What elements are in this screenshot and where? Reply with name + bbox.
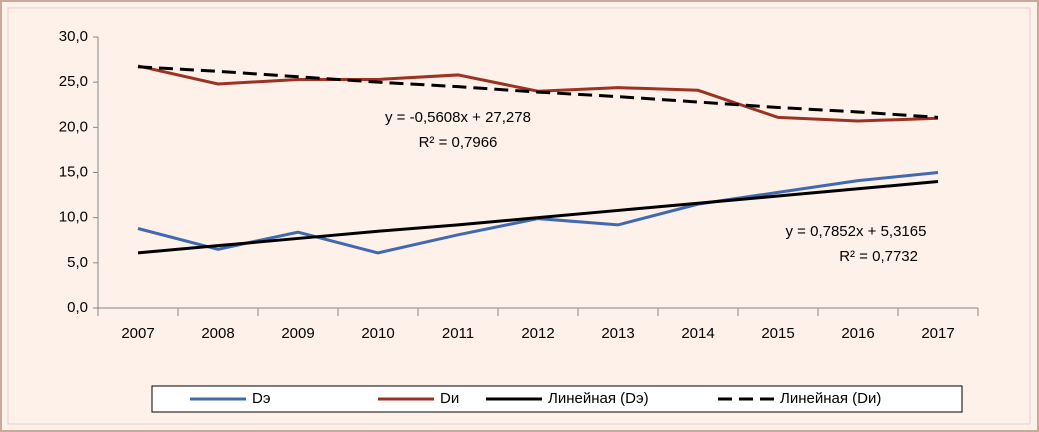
x-tick-label: 2014 (681, 325, 714, 342)
y-tick-label: 20,0 (59, 118, 88, 135)
y-tick-label: 25,0 (59, 73, 88, 90)
series-line (137, 180, 939, 255)
x-tick-label: 2009 (281, 325, 314, 342)
y-tick-label: 30,0 (59, 28, 88, 45)
annotation: y = 0,7852x + 5,3165 (786, 223, 927, 240)
x-tick-label: 2013 (601, 325, 634, 342)
inner-frame (7, 7, 1031, 425)
x-tick-label: 2007 (121, 325, 154, 342)
legend-label: Линейная (Dэ) (548, 390, 649, 407)
y-tick-label: 10,0 (59, 209, 88, 226)
annotation: y = -0,5608x + 27,278 (385, 109, 531, 126)
x-tick-label: 2008 (201, 325, 234, 342)
x-tick-label: 2011 (442, 325, 474, 342)
x-tick-label: 2017 (921, 325, 954, 342)
x-tick-label: 2012 (521, 325, 554, 342)
y-tick-label: 5,0 (67, 254, 88, 271)
legend (151, 385, 963, 413)
y-tick-label: 0,0 (67, 299, 88, 316)
x-tick-label: 2015 (761, 325, 794, 342)
annotation: R² = 0,7966 (419, 134, 498, 151)
legend-label: Dэ (252, 390, 271, 407)
x-tick-label: 2010 (361, 325, 394, 342)
annotation: R² = 0,7732 (839, 248, 918, 265)
x-tick-label: 2016 (841, 325, 874, 342)
legend-label: Линейная (Dи) (780, 390, 881, 407)
y-tick-label: 15,0 (59, 163, 88, 180)
legend-label: Dи (440, 390, 459, 407)
series-line (137, 65, 939, 119)
